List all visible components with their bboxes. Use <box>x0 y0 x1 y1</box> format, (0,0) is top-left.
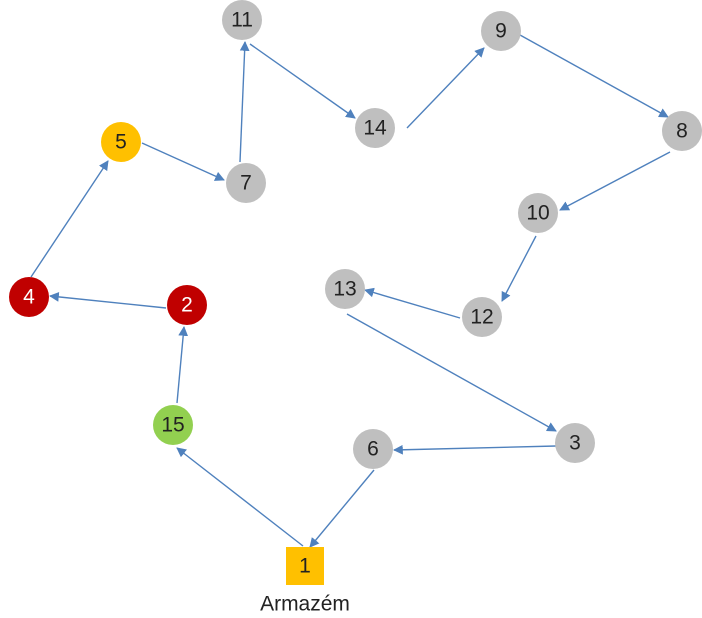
node-label: 14 <box>363 117 387 140</box>
nodes: 1 Armazém 15 2 4 5 7 11 14 9 8 10 12 13 … <box>9 0 702 616</box>
edge <box>346 313 557 432</box>
node <box>353 429 393 469</box>
node-label: 10 <box>526 202 549 225</box>
edge <box>30 160 109 278</box>
edge <box>559 151 671 211</box>
node-label: 1 <box>299 555 311 578</box>
node-label: 6 <box>367 438 379 461</box>
node <box>325 269 365 309</box>
node <box>481 11 521 51</box>
edge <box>393 444 557 455</box>
node <box>101 122 141 162</box>
edge <box>249 43 356 119</box>
edge <box>406 47 485 129</box>
node-label: 15 <box>161 414 184 437</box>
edge <box>501 235 537 302</box>
node-label: 5 <box>115 131 127 154</box>
node <box>153 405 193 445</box>
node-label: 3 <box>569 432 581 455</box>
node-label: 12 <box>470 306 493 329</box>
edge <box>176 447 304 547</box>
edge <box>364 287 461 319</box>
node <box>226 163 266 203</box>
edge <box>176 326 189 404</box>
depot-node <box>286 547 324 585</box>
edge <box>239 41 250 163</box>
node <box>222 0 262 40</box>
edge <box>49 292 167 309</box>
node-label: 2 <box>181 294 193 317</box>
node <box>662 111 702 151</box>
edge <box>141 142 225 181</box>
node-label: 9 <box>495 20 507 43</box>
node <box>9 277 49 317</box>
edge <box>519 34 669 118</box>
edges <box>30 34 671 548</box>
node-label: 11 <box>231 9 253 32</box>
edge <box>309 469 375 548</box>
node <box>518 193 558 233</box>
node-label: 13 <box>333 278 356 301</box>
node-label: 7 <box>240 172 252 195</box>
node-label: 8 <box>676 120 688 143</box>
node <box>167 285 207 325</box>
node-label: 4 <box>23 286 35 309</box>
node <box>462 297 502 337</box>
node <box>555 423 595 463</box>
depot-label: Armazém <box>260 593 350 616</box>
node <box>355 108 395 148</box>
